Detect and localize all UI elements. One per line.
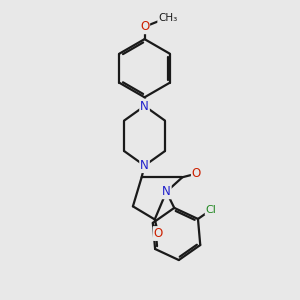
Text: N: N bbox=[140, 159, 149, 172]
Text: CH₃: CH₃ bbox=[158, 13, 177, 23]
Text: N: N bbox=[162, 185, 171, 198]
Text: Cl: Cl bbox=[206, 205, 217, 215]
Text: O: O bbox=[192, 167, 201, 180]
Text: O: O bbox=[140, 20, 149, 33]
Text: N: N bbox=[140, 100, 149, 112]
Text: O: O bbox=[154, 227, 163, 240]
